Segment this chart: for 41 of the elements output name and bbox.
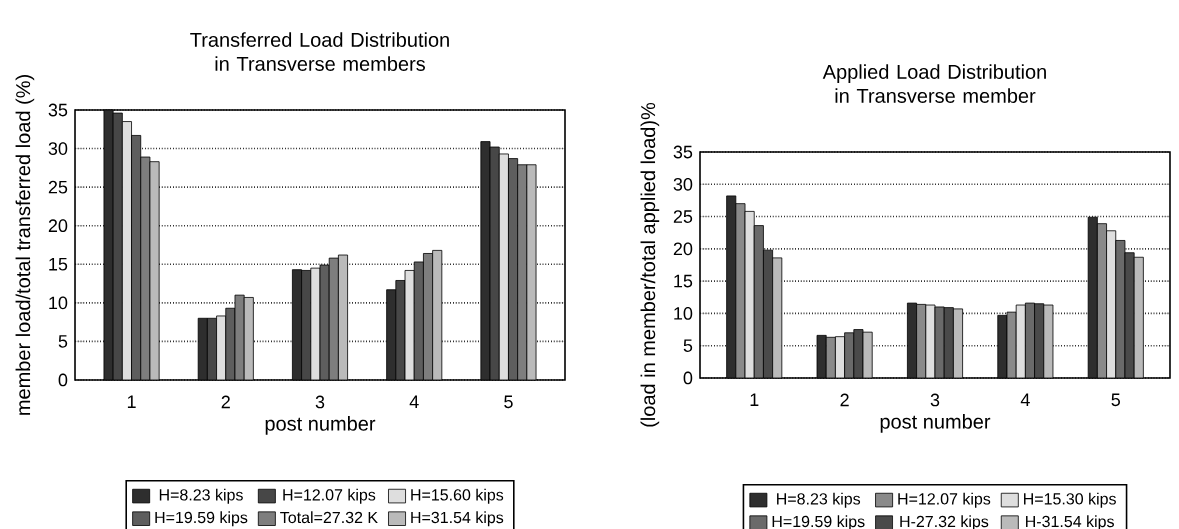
- y-tick-label: 25: [48, 180, 68, 194]
- chart-title: Applied Load Distribution in Transverse member: [822, 64, 1046, 103]
- y-tick-label: 30: [673, 177, 693, 191]
- x-tick-label: 4: [1020, 393, 1030, 406]
- chart-title: Transferred Load Distribution in Transverse members: [190, 32, 449, 71]
- x-tick-label: 4: [409, 395, 419, 408]
- x-tick-label: 5: [1111, 393, 1121, 407]
- x-axis-title: post number: [880, 414, 991, 433]
- x-tick-label: 1: [750, 393, 759, 406]
- legend-label: H=8.23 kips: [159, 488, 243, 504]
- y-tick-label: 15: [49, 257, 68, 271]
- y-tick-label: 5: [683, 339, 693, 352]
- y-tick-label: 10: [674, 307, 693, 320]
- y-axis-title: member load/total transferred load (%): [15, 75, 35, 415]
- x-tick-label: 3: [930, 393, 940, 407]
- y-tick-label: 10: [49, 296, 68, 310]
- y-tick-label: 0: [58, 373, 68, 387]
- y-axis-title: (load in member/total applied load)%: [640, 102, 660, 427]
- legend-label: H=15.30 kips: [1024, 492, 1116, 508]
- x-tick-label: 2: [840, 393, 849, 407]
- y-tick-label: 15: [674, 274, 693, 288]
- y-tick-label: 35: [48, 103, 68, 117]
- y-tick-label: 25: [673, 210, 693, 223]
- x-tick-label: 2: [221, 395, 230, 409]
- y-tick-label: 30: [48, 142, 68, 155]
- y-tick-label: 20: [48, 219, 68, 233]
- x-tick-label: 1: [127, 395, 136, 408]
- y-tick-label: 35: [673, 145, 693, 159]
- y-tick-label: 0: [683, 371, 693, 385]
- y-tick-label: 5: [58, 335, 68, 348]
- legend-label: H=12.07 kips: [898, 492, 991, 508]
- legend-label: H=15.60 kips: [411, 488, 504, 504]
- x-axis-title: post number: [265, 416, 376, 435]
- x-tick-label: 3: [315, 395, 325, 409]
- legend-label: H=12.07 kips: [283, 488, 376, 504]
- legend-label: H=8.23 kips: [777, 492, 861, 508]
- legend-label: H=19.59 kips: [155, 511, 248, 527]
- legend-label: H=31.54 kips: [411, 511, 504, 527]
- y-tick-label: 20: [673, 242, 693, 256]
- legend-label: Total=27.32 K: [280, 511, 378, 524]
- x-tick-label: 5: [504, 395, 513, 409]
